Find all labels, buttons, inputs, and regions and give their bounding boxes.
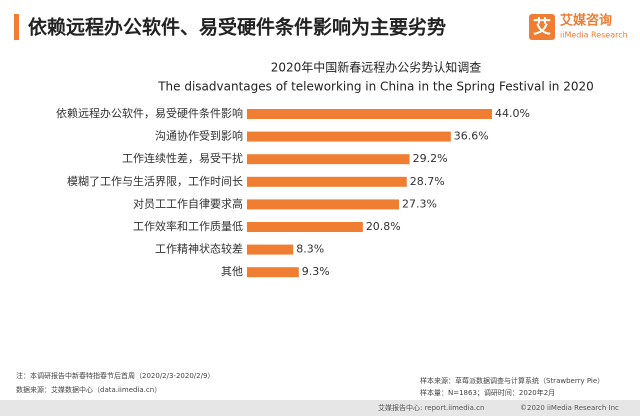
logo-mark: 艾 — [533, 16, 551, 38]
value-label: 20.8% — [366, 220, 401, 233]
logo-name: 艾媒咨询 — [560, 13, 612, 29]
sample-note: 样本来源：草莓派数据调查与计算系统（Strawberry Pie） — [420, 376, 604, 385]
category-label: 模糊了工作与生活界限，工作时间长 — [67, 174, 243, 188]
value-label: 44.0% — [495, 107, 530, 120]
value-label: 28.7% — [410, 175, 445, 188]
category-label: 依赖远程办公软件，易受硬件条件影响 — [56, 106, 243, 120]
value-label: 29.2% — [413, 152, 448, 165]
chart-subtitle: The disadvantages of teleworking in Chin… — [157, 80, 594, 94]
category-label: 沟通协作受到影响 — [155, 129, 243, 143]
footer-bar — [0, 400, 640, 416]
category-label: 工作连续性差，易受干扰 — [122, 151, 243, 165]
bar — [247, 131, 451, 142]
value-label: 27.3% — [402, 197, 437, 210]
category-label: 其他 — [221, 265, 243, 278]
bar — [247, 109, 492, 119]
value-label: 36.6% — [454, 130, 489, 143]
value-label: 8.3% — [296, 243, 324, 256]
page-title: 依赖远程办公软件、易受硬件条件影响为主要劣势 — [28, 16, 446, 39]
footer-right: ©2020 iiMedia Research Inc — [520, 404, 619, 412]
category-label: 工作精神状态较差 — [155, 242, 243, 256]
chart-title: 2020年中国新春远程办公劣势认知调查 — [271, 60, 482, 75]
category-label: 对员工工作自律要求高 — [133, 196, 243, 210]
sample-note: 样本量：N=1863；调研时间：2020年2月 — [420, 388, 555, 397]
note: 注：本调研报告中新春特指春节后首周（2020/2/3-2020/2/9） — [16, 371, 214, 380]
category-label: 工作效率和工作质量低 — [133, 219, 243, 233]
title-accent — [14, 14, 19, 40]
bar — [247, 267, 299, 278]
logo-sub: iiMedia Research — [560, 31, 628, 40]
bar — [247, 176, 407, 187]
note: 数据来源：艾媒数据中心（data.iimedia.cn） — [16, 385, 161, 394]
bar — [247, 222, 363, 232]
bar — [247, 154, 410, 165]
bar — [247, 244, 294, 255]
logo-box — [529, 14, 555, 40]
bar — [247, 199, 400, 210]
value-label: 9.3% — [302, 265, 330, 278]
footer-left: 艾媒报告中心: report.iimedia.cn — [378, 403, 484, 412]
